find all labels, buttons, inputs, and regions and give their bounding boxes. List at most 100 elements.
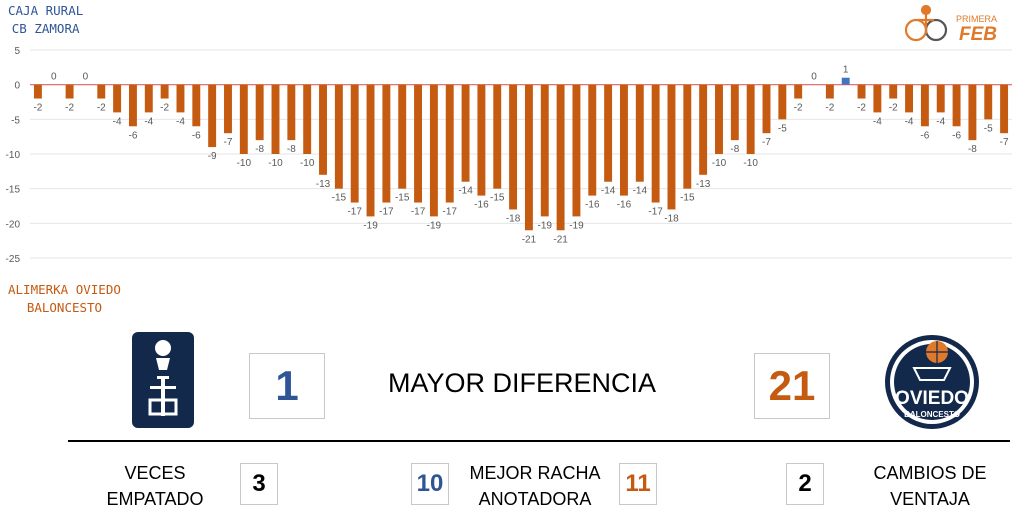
- y-tick-label: -5: [11, 115, 20, 126]
- data-label: -16: [617, 200, 632, 211]
- data-label: -2: [825, 103, 834, 114]
- bar: [303, 84, 312, 154]
- bar: [477, 84, 486, 196]
- bar: [255, 84, 264, 141]
- bar: [572, 84, 581, 217]
- best-run-label-line1: MEJOR RACHA: [469, 463, 601, 483]
- home-max-lead-value: 1: [275, 362, 299, 409]
- home-max-lead-box: 1: [249, 353, 325, 419]
- bar: [683, 84, 692, 189]
- data-label: -10: [237, 158, 252, 169]
- bar: [271, 84, 280, 154]
- data-label: -6: [128, 130, 137, 141]
- bar: [889, 84, 898, 99]
- data-label: -4: [176, 116, 185, 127]
- bar: [398, 84, 407, 189]
- section-divider: [68, 440, 1010, 442]
- bar: [635, 84, 644, 182]
- data-label: -19: [569, 220, 584, 231]
- home-best-run-box: 10: [411, 463, 449, 505]
- bar: [350, 84, 359, 203]
- bar: [33, 84, 42, 99]
- bar: [128, 84, 137, 127]
- bar: [1000, 84, 1009, 134]
- bar: [730, 84, 739, 141]
- data-label: -17: [411, 207, 426, 218]
- data-label: -2: [794, 103, 803, 114]
- bar: [905, 84, 914, 113]
- data-label: -16: [474, 200, 489, 211]
- data-label: 0: [811, 72, 817, 83]
- data-label: -19: [538, 220, 553, 231]
- data-label: -6: [192, 130, 201, 141]
- primera-feb-logo: PRIMERA FEB: [904, 4, 997, 45]
- data-label: -6: [920, 130, 929, 141]
- away-team-name-line2: BALONCESTO: [26, 300, 103, 315]
- best-run-label: MEJOR RACHA ANOTADORA: [465, 460, 605, 512]
- y-tick-label: -10: [6, 150, 21, 161]
- ties-label: VECES EMPATADO: [95, 460, 215, 512]
- data-label: -10: [300, 158, 315, 169]
- bar: [224, 84, 232, 134]
- data-label: -10: [712, 158, 727, 169]
- data-label: -14: [633, 186, 648, 197]
- bar: [524, 84, 533, 231]
- ties-box: 3: [240, 463, 278, 505]
- chart-gridlines: [30, 49, 1012, 259]
- data-label: -14: [458, 186, 473, 197]
- bar: [192, 84, 201, 127]
- data-label: -17: [347, 207, 362, 218]
- data-label: -17: [442, 207, 457, 218]
- data-label: -21: [553, 234, 568, 245]
- data-label: -2: [97, 103, 106, 114]
- bar: [857, 84, 866, 99]
- y-tick-label: 0: [14, 81, 20, 92]
- data-label: -8: [255, 144, 264, 155]
- data-label: -8: [968, 144, 977, 155]
- away-team-name-line1: ALIMERKA OVIEDO: [8, 282, 121, 297]
- bar: [144, 84, 153, 113]
- away-max-lead-value: 21: [768, 362, 816, 409]
- data-label: -18: [664, 213, 679, 224]
- zamora-club-crest-icon: [132, 332, 194, 428]
- bar: [952, 84, 961, 127]
- league-logo-text1: PRIMERA: [956, 14, 997, 24]
- data-label: -15: [490, 193, 505, 204]
- basketball-player-icon: [904, 4, 948, 42]
- bar: [936, 84, 945, 113]
- data-label: -8: [730, 144, 739, 155]
- bar: [794, 84, 803, 99]
- data-label: -7: [762, 137, 771, 148]
- home-team-name-line2: CB ZAMORA: [11, 21, 80, 36]
- data-label: -4: [144, 116, 153, 127]
- away-best-run-box: 11: [619, 463, 657, 505]
- bar: [556, 84, 565, 231]
- bar: [429, 84, 438, 217]
- home-team-name: CAJA RURAL CB ZAMORA: [8, 2, 83, 38]
- home-team-name-line1: CAJA RURAL: [8, 3, 84, 18]
- away-max-lead-box: 21: [754, 353, 830, 419]
- data-label: -17: [648, 207, 663, 218]
- data-label: -5: [984, 123, 993, 134]
- data-label: -15: [395, 193, 410, 204]
- lead-changes-label-line1: CAMBIOS DE: [873, 463, 987, 483]
- bar: [382, 84, 391, 203]
- league-logo-text2: FEB: [959, 24, 997, 45]
- bar: [619, 84, 628, 196]
- home-best-run-value: 10: [416, 470, 444, 497]
- bar: [176, 84, 185, 113]
- bar: [588, 84, 597, 196]
- bar: [604, 84, 613, 182]
- bar: [366, 84, 375, 217]
- y-tick-label: -25: [6, 254, 21, 265]
- bar: [113, 84, 122, 113]
- data-label: -2: [857, 103, 866, 114]
- data-label: -13: [696, 179, 711, 190]
- lead-changes-value: 2: [798, 470, 812, 497]
- y-tick-label: 5: [14, 46, 20, 57]
- data-label: -5: [778, 123, 787, 134]
- oviedo-basketball-crest-icon: OVIEDO BALONCESTO: [885, 335, 979, 429]
- data-label: -19: [427, 220, 442, 231]
- bar: [651, 84, 660, 203]
- bar: [287, 84, 296, 141]
